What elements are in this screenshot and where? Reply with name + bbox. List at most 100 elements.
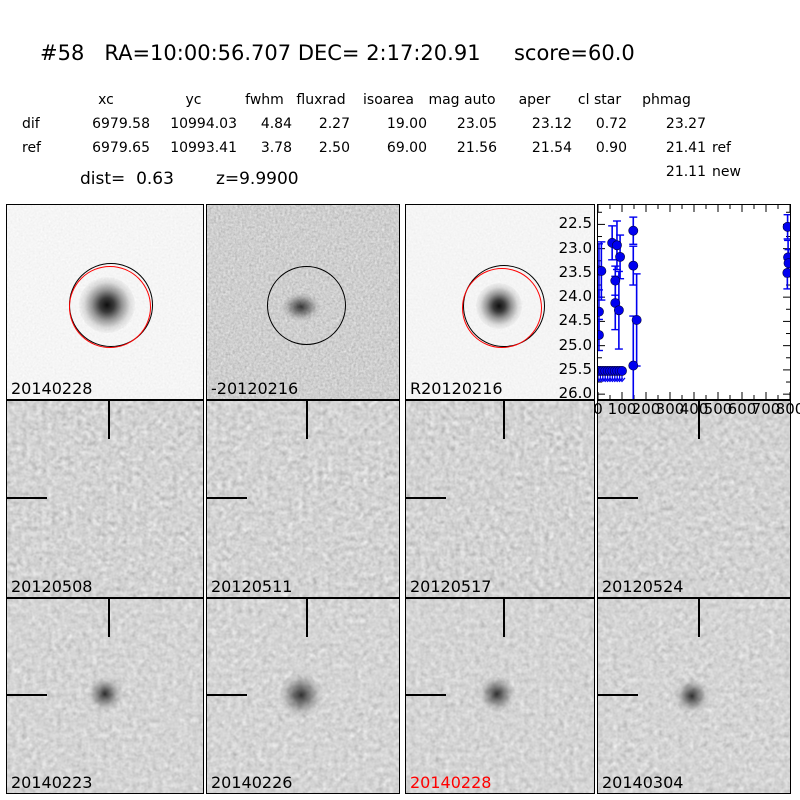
- new-cl-star: [572, 160, 627, 184]
- object-id: #58: [40, 41, 85, 65]
- position-marker-left: [7, 694, 47, 696]
- ref-yc: 10993.41: [170, 140, 237, 156]
- position-marker-top: [503, 599, 505, 637]
- cutout-date-label: -20120216: [211, 379, 299, 398]
- cutout-date-label: 20120508: [11, 577, 93, 596]
- cutout-panel-detection: 20140228: [405, 598, 595, 794]
- row-label-new: [22, 160, 62, 184]
- y-axis-tick-label: 25.5: [558, 359, 592, 378]
- cutout-date-label: 20120511: [211, 577, 293, 596]
- y-axis-tick-label: 23.5: [558, 262, 592, 281]
- cutout-panel: 20120517: [405, 400, 595, 598]
- source-blob: [477, 677, 517, 711]
- dif-yc: 10994.03: [170, 116, 237, 132]
- col-header-yc: yc: [185, 92, 202, 108]
- col-header-aper: aper: [518, 92, 551, 108]
- position-marker-left: [406, 497, 446, 499]
- title-gap2: [291, 41, 298, 65]
- x-axis-tick-label: 600: [727, 400, 757, 418]
- cutout-date-label: 20120517: [410, 577, 492, 596]
- position-marker-left: [207, 694, 247, 696]
- figure-title: #58 RA=10:00:56.707 DEC= 2:17:20.91 scor…: [40, 38, 635, 68]
- dif-phmag: 23.27: [665, 116, 706, 132]
- dist-value: dist= 0.63: [80, 169, 174, 189]
- aperture-circle-red: [69, 266, 151, 348]
- ref-mag-auto: 21.56: [456, 140, 497, 156]
- new-phmag-suffix: new: [712, 164, 741, 180]
- col-header-mag-auto: mag auto: [428, 92, 496, 108]
- position-marker-top: [503, 401, 505, 439]
- ref-aper: 21.54: [531, 140, 572, 156]
- x-axis-tick-label: 0: [593, 400, 603, 418]
- position-marker-top: [698, 401, 700, 439]
- col-header-suffix-spacer: [706, 88, 752, 112]
- noise-texture: [598, 401, 790, 597]
- position-marker-left: [207, 497, 247, 499]
- y-axis-tick-label: 26.0: [558, 384, 592, 403]
- col-header-fluxrad: fluxrad: [296, 92, 346, 108]
- new-mag-auto: [427, 160, 497, 184]
- ref-isoarea: 69.00: [386, 140, 427, 156]
- cutout-panel: 20140223: [6, 598, 204, 794]
- cutout-panel: 20120524: [597, 400, 791, 598]
- cutout-panel: 20120511: [206, 400, 400, 598]
- dist-z-line: dist= 0.63 z=9.9900: [80, 166, 299, 192]
- dif-isoarea: 19.00: [386, 116, 427, 132]
- position-marker-top: [698, 599, 700, 637]
- x-axis-tick-label: 200: [631, 400, 661, 418]
- noise-texture: [7, 401, 203, 597]
- lightcurve-canvas: [598, 205, 790, 399]
- row-label-dif: dif: [22, 116, 40, 132]
- title-gap3: [481, 41, 514, 65]
- cutout-date-label: 20140223: [11, 773, 93, 792]
- col-header-cl-star: cl star: [577, 92, 622, 108]
- col-header-xc: xc: [98, 92, 114, 108]
- aperture-circle-black: [267, 266, 346, 345]
- ref-fwhm: 3.78: [260, 140, 292, 156]
- x-axis-tick-label: 400: [679, 400, 709, 418]
- col-header-isoarea: isoarea: [363, 92, 414, 108]
- new-fluxrad: [292, 160, 350, 184]
- noise-texture: [406, 401, 594, 597]
- source-blob: [87, 677, 123, 711]
- title-gap1: [84, 41, 104, 65]
- row-label-ref: ref: [22, 140, 41, 156]
- new-isoarea: [350, 160, 427, 184]
- position-marker-left: [7, 497, 47, 499]
- col-header-spacer: [22, 88, 62, 112]
- cutout-date-label: R20120216: [410, 379, 503, 398]
- cutout-date-label: 20120524: [602, 577, 684, 596]
- cutout-panel-ref: R20120216: [405, 204, 595, 400]
- ref-xc: 6979.65: [92, 140, 150, 156]
- dec-value: DEC= 2:17:20.91: [297, 41, 481, 65]
- col-header-fwhm: fwhm: [245, 92, 284, 108]
- photometry-table: xc yc fwhm fluxrad isoarea mag auto aper…: [22, 88, 752, 184]
- score-value: score=60.0: [513, 41, 635, 65]
- cutout-date-label: 20140304: [602, 773, 684, 792]
- y-axis-tick-label: 22.5: [558, 214, 592, 233]
- aperture-circle-red: [462, 268, 542, 348]
- redshift-value: z=9.9900: [215, 169, 299, 189]
- dif-mag-auto: 23.05: [456, 116, 497, 132]
- cutout-panel-ref-sub: -20120216: [206, 204, 400, 400]
- ref-phmag-suffix: ref: [712, 140, 731, 156]
- y-axis-tick-label: 25.0: [558, 335, 592, 354]
- x-axis-tick-label: 100: [607, 400, 637, 418]
- y-axis-tick-label: 23.0: [558, 238, 592, 257]
- new-aper: [497, 160, 572, 184]
- dif-aper: 23.12: [531, 116, 572, 132]
- noise-texture: [207, 401, 399, 597]
- ra-value: RA=10:00:56.707: [104, 41, 292, 65]
- ref-phmag: 21.41: [665, 140, 706, 156]
- y-axis-tick-label: 24.5: [558, 311, 592, 330]
- cutout-panel: 20140304: [597, 598, 791, 794]
- cutout-date-label: 20140228: [11, 379, 93, 398]
- position-marker-top: [306, 599, 308, 637]
- position-marker-top: [306, 401, 308, 439]
- x-axis-tick-label: 500: [703, 400, 733, 418]
- lightcurve-plot: [597, 204, 791, 400]
- source-blob: [674, 679, 710, 713]
- cutout-panel-new: 20140228: [6, 204, 204, 400]
- position-marker-left: [406, 694, 446, 696]
